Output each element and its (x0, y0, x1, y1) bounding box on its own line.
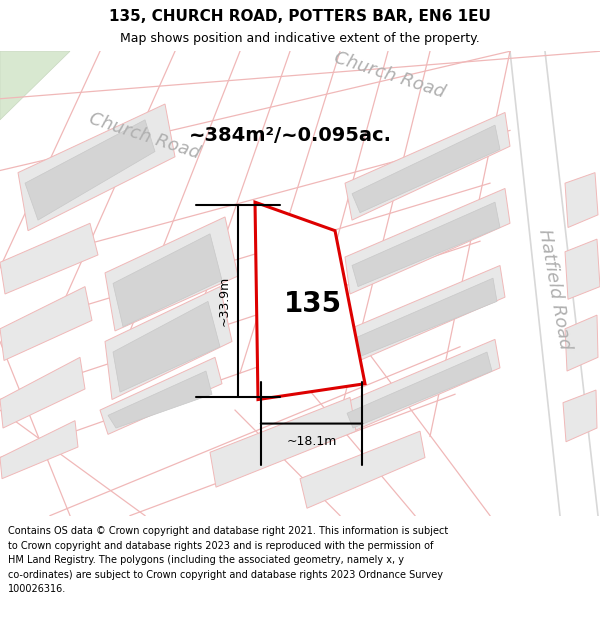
Polygon shape (0, 287, 92, 361)
Polygon shape (113, 301, 220, 392)
Polygon shape (0, 357, 85, 428)
Text: Church Road: Church Road (332, 49, 448, 102)
Polygon shape (25, 120, 155, 220)
Polygon shape (352, 202, 500, 287)
Polygon shape (565, 315, 598, 371)
Polygon shape (0, 421, 78, 479)
Polygon shape (565, 173, 598, 228)
Polygon shape (0, 51, 70, 120)
Polygon shape (0, 223, 98, 294)
Polygon shape (255, 202, 365, 399)
Polygon shape (100, 357, 222, 434)
Text: ~33.9m: ~33.9m (218, 276, 230, 326)
Polygon shape (340, 339, 500, 434)
Text: Map shows position and indicative extent of the property.: Map shows position and indicative extent… (120, 32, 480, 45)
Polygon shape (563, 390, 597, 442)
Text: 135: 135 (284, 290, 343, 318)
Polygon shape (113, 234, 222, 327)
Text: to Crown copyright and database rights 2023 and is reproduced with the permissio: to Crown copyright and database rights 2… (8, 541, 433, 551)
Polygon shape (352, 278, 497, 358)
Polygon shape (300, 431, 425, 508)
Text: ~384m²/~0.095ac.: ~384m²/~0.095ac. (188, 126, 392, 145)
Polygon shape (18, 104, 175, 231)
Polygon shape (105, 287, 232, 399)
Polygon shape (347, 352, 492, 428)
Text: co-ordinates) are subject to Crown copyright and database rights 2023 Ordnance S: co-ordinates) are subject to Crown copyr… (8, 570, 443, 580)
Text: Hatfield Road: Hatfield Road (536, 227, 574, 351)
Text: ~18.1m: ~18.1m (286, 434, 337, 447)
Polygon shape (345, 189, 510, 294)
Text: HM Land Registry. The polygons (including the associated geometry, namely x, y: HM Land Registry. The polygons (includin… (8, 555, 404, 565)
Text: Contains OS data © Crown copyright and database right 2021. This information is : Contains OS data © Crown copyright and d… (8, 526, 448, 536)
Polygon shape (565, 239, 600, 299)
Text: 100026316.: 100026316. (8, 584, 66, 594)
Text: 135, CHURCH ROAD, POTTERS BAR, EN6 1EU: 135, CHURCH ROAD, POTTERS BAR, EN6 1EU (109, 9, 491, 24)
Polygon shape (345, 112, 510, 220)
Polygon shape (105, 217, 238, 331)
Text: Church Road: Church Road (87, 109, 203, 162)
Polygon shape (352, 125, 500, 212)
Polygon shape (210, 398, 356, 487)
Polygon shape (108, 371, 212, 428)
Polygon shape (345, 266, 505, 365)
